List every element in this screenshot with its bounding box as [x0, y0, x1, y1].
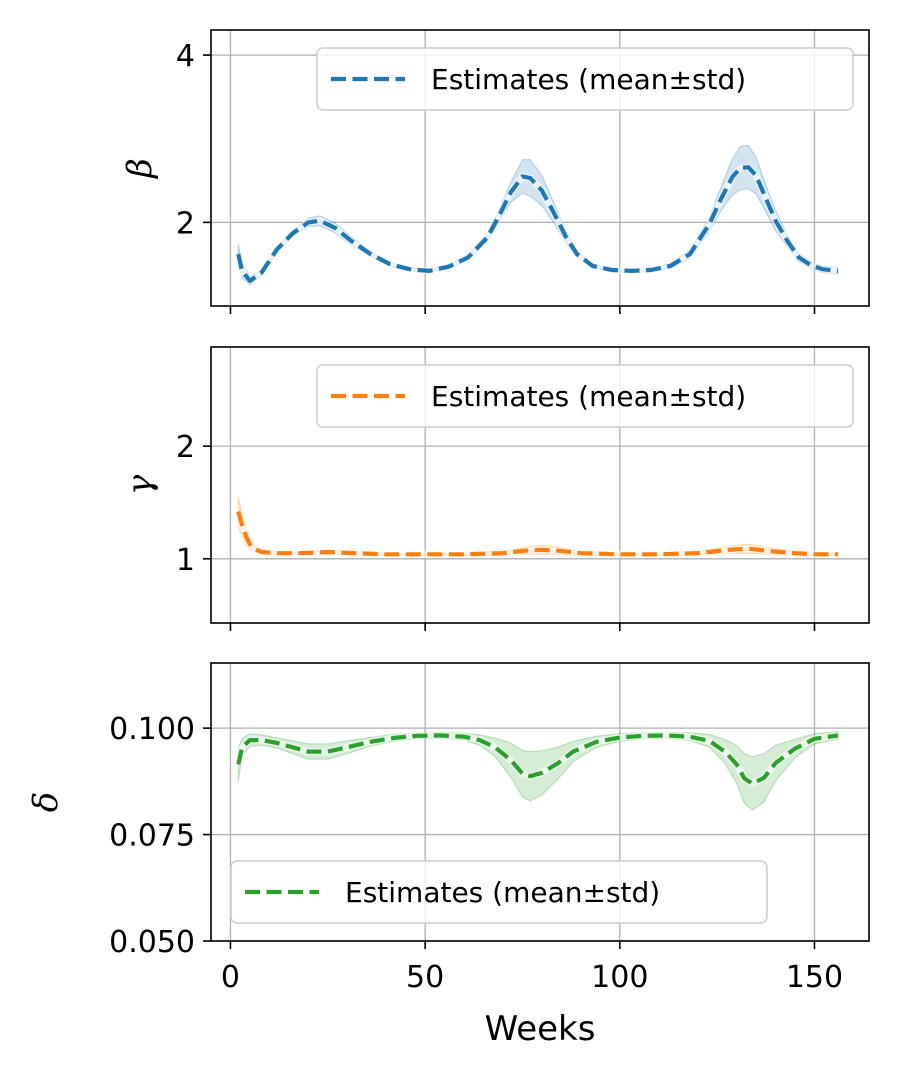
delta-panel: 0 50 100 150 0.050 0.075 0.100 δ Weeks Estimat… — [26, 662, 870, 1049]
delta-ytick-label-1: 0.075 — [109, 819, 195, 854]
delta-legend-box — [230, 860, 768, 924]
beta-ytick-label-0: 2 — [176, 206, 195, 241]
beta-ytick-label-1: 4 — [176, 39, 195, 74]
beta-axes-frame — [210, 29, 870, 307]
gamma-mean-line — [236, 510, 838, 557]
delta-xtick-label-3: 150 — [786, 960, 843, 995]
gamma-axes-frame — [210, 346, 870, 624]
gamma-legend: Estimates (mean±std) — [316, 364, 854, 428]
beta-mean-line — [236, 165, 839, 283]
gamma-grid — [211, 347, 869, 623]
delta-legend: Estimates (mean±std) — [230, 860, 768, 924]
gamma-ylabel: γ — [120, 474, 160, 495]
delta-ylabel: δ — [26, 792, 66, 812]
delta-mean-line — [236, 733, 839, 786]
gamma-ticks: 12 — [176, 430, 816, 631]
beta-panel: 24 β Estimates (mean±std) — [120, 29, 870, 314]
delta-ticks: 0 50 100 150 0.050 0.075 0.100 — [109, 712, 843, 995]
beta-legend: Estimates (mean±std) — [316, 47, 854, 111]
beta-ticks: 24 — [176, 39, 816, 314]
delta-xtick-label-1: 50 — [406, 960, 444, 995]
beta-legend-box — [316, 47, 854, 111]
delta-ytick-label-0: 0.050 — [109, 925, 195, 960]
delta-xtick-label-0: 0 — [221, 960, 240, 995]
beta-legend-label: Estimates (mean±std) — [431, 63, 746, 96]
gamma-legend-box — [316, 364, 854, 428]
weeks-xlabel: Weeks — [485, 1009, 596, 1049]
gamma-ytick-label-1: 2 — [176, 430, 195, 465]
gamma-ytick-label-0: 1 — [176, 543, 195, 578]
delta-axes-frame — [210, 662, 870, 942]
delta-xtick-label-2: 100 — [591, 960, 648, 995]
delta-ytick-label-2: 0.100 — [109, 712, 195, 747]
beta-ylabel: β — [120, 158, 160, 180]
gamma-panel: 12 γ Estimates (mean±std) — [120, 346, 870, 631]
delta-legend-label: Estimates (mean±std) — [345, 876, 660, 909]
gamma-legend-label: Estimates (mean±std) — [431, 380, 746, 413]
